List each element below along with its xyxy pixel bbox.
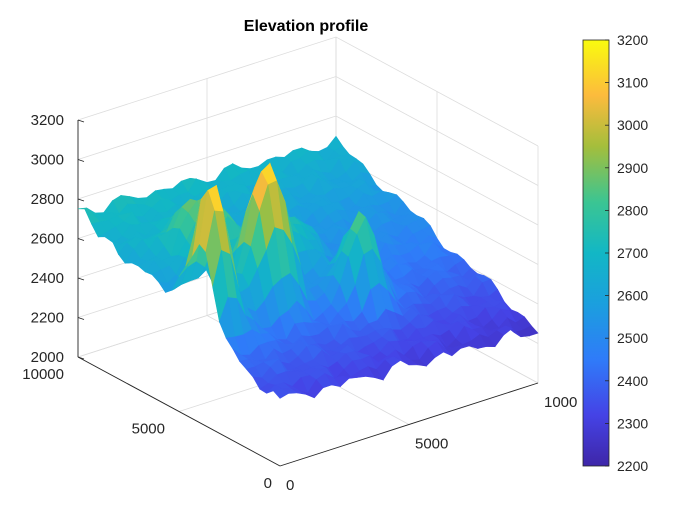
z-gridline xyxy=(77,36,539,147)
colorbar-tick-label: 2800 xyxy=(617,202,648,218)
z-tick-label: 3200 xyxy=(31,112,64,129)
z-tick-label: 2600 xyxy=(31,231,64,248)
z-tick-mark xyxy=(77,159,85,162)
surface-patch xyxy=(272,387,290,399)
axis-line xyxy=(77,356,281,467)
x-tick-label: 5000 xyxy=(415,436,448,453)
x-tick-label: 0 xyxy=(286,477,294,494)
z-tick-label: 2000 xyxy=(31,349,64,366)
colorbar xyxy=(582,39,610,467)
colorbar-tick-label: 2200 xyxy=(617,458,648,474)
y-tick-label: 5000 xyxy=(132,421,165,438)
z-tick-mark xyxy=(77,317,85,320)
z-tick-mark xyxy=(77,119,85,123)
z-tick-label: 2200 xyxy=(31,310,64,327)
colorbar-tick-label: 2300 xyxy=(617,415,648,431)
chart-title: Elevation profile xyxy=(244,18,369,35)
z-tick-mark xyxy=(77,277,85,281)
z-tick-mark xyxy=(77,238,85,241)
colorbar-tick-label: 3000 xyxy=(617,117,648,133)
colorbar-tick-label: 2700 xyxy=(617,245,648,261)
axis-line xyxy=(279,382,539,467)
colorbar-tick-label: 3200 xyxy=(617,32,648,48)
tick-labels: 2000 2200 2400 2600 2800 3000 3200 0 5000 10000 0 5… xyxy=(22,112,577,494)
z-tick-label: 2800 xyxy=(31,191,64,208)
colorbar-tick-label: 2900 xyxy=(617,160,648,176)
colorbar-tick-label: 2600 xyxy=(617,288,648,304)
elevation-surface xyxy=(77,135,539,399)
axes-lines xyxy=(77,119,539,467)
colorbar-tick-label: 2400 xyxy=(617,373,648,389)
colorbar-ticks: 2200 2300 2400 2500 2600 2700 2800 2900 3000 3100… xyxy=(605,32,648,474)
y-tick-label: 10000 xyxy=(22,366,64,383)
x-tick-label: 1000 xyxy=(544,394,577,411)
y-tick-label: 0 xyxy=(264,475,272,492)
z-tick-mark xyxy=(77,198,85,202)
z-tick-mark xyxy=(77,356,85,360)
z-tick-label: 3000 xyxy=(31,152,64,169)
colorbar-tick-label: 2500 xyxy=(617,330,648,346)
colorbar-tick-label: 3100 xyxy=(617,75,648,91)
z-tick-label: 2400 xyxy=(31,270,64,287)
